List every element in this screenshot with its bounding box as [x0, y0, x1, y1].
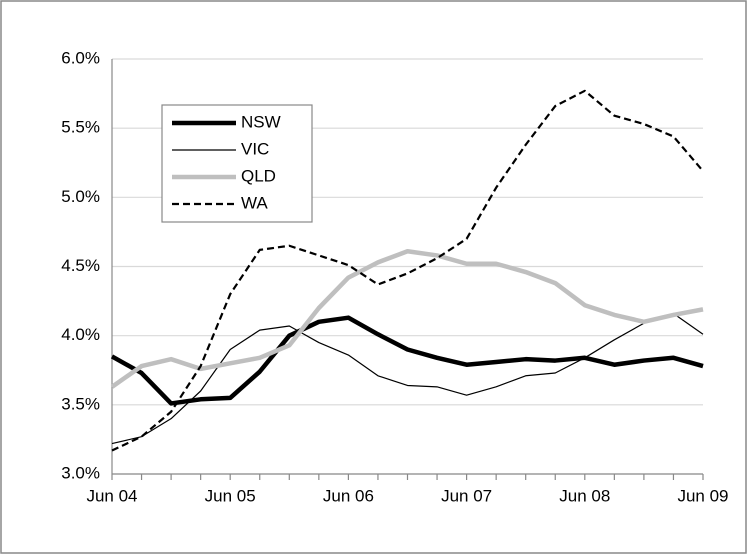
- x-tick-label: Jun 06: [323, 486, 374, 505]
- y-tick-label: 3.0%: [61, 463, 100, 482]
- legend: NSW VIC QLD WA: [161, 104, 313, 223]
- x-tick-label: Jun 05: [205, 486, 256, 505]
- y-tick-label: 4.0%: [61, 325, 100, 344]
- x-tick-label: Jun 04: [86, 486, 137, 505]
- x-tick-label: Jun 09: [677, 486, 728, 505]
- y-tick-label: 3.5%: [61, 394, 100, 413]
- y-tick-label: 5.0%: [61, 187, 100, 206]
- y-tick-label: 4.5%: [61, 256, 100, 275]
- y-tick-label: 6.0%: [61, 48, 100, 67]
- series-line: [110, 315, 704, 406]
- x-tick-label: Jun 07: [441, 486, 492, 505]
- series-line: [110, 249, 704, 389]
- legend-label: NSW: [241, 112, 281, 131]
- x-tick-label: Jun 08: [559, 486, 610, 505]
- legend-label: VIC: [241, 139, 269, 158]
- series-line: [111, 312, 704, 445]
- y-tick-label: 5.5%: [61, 118, 100, 137]
- legend-label: WA: [241, 193, 268, 212]
- legend-label: QLD: [241, 166, 276, 185]
